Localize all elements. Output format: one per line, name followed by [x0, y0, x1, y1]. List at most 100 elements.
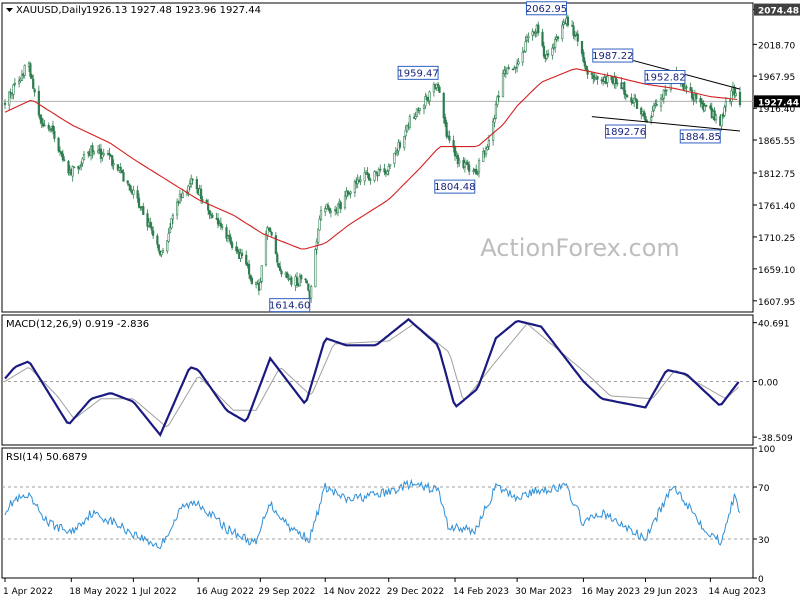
candle-body [554, 39, 557, 48]
annotation-label: 2062.95 [526, 4, 567, 15]
candle-body [576, 33, 579, 42]
top-price-label-box [754, 3, 800, 16]
candle-body [507, 67, 510, 70]
candle-body [264, 233, 268, 265]
candle-body [324, 208, 327, 213]
candle-body [580, 40, 584, 54]
annotation-box [644, 70, 686, 85]
annotation-box [397, 65, 439, 80]
candle-body [572, 25, 575, 36]
candle-body [91, 145, 94, 154]
candle-body [176, 201, 179, 216]
price-tick-label: 1967.95 [758, 73, 795, 83]
trendline [632, 59, 741, 90]
candle-body [12, 84, 15, 95]
candles [3, 14, 742, 305]
macd-tick-label: 0.00 [758, 378, 778, 388]
candle-body [304, 278, 307, 281]
candle-body [250, 277, 253, 284]
candle-body [517, 61, 520, 65]
candle-body [57, 137, 60, 152]
candle-body [3, 102, 7, 105]
date-tick-label: 30 Mar 2023 [515, 587, 572, 597]
annotation-box [604, 124, 646, 139]
candle-body [300, 275, 303, 280]
macd-tick-label: -38.509 [758, 434, 793, 444]
candle-body [160, 251, 163, 256]
candle-body [128, 183, 131, 186]
date-tick-label: 1 Jul 2022 [131, 587, 176, 597]
candle-body [13, 82, 16, 85]
date-tick-label: 14 Aug 2023 [708, 587, 766, 597]
rsi-tick-label: 0 [758, 575, 764, 585]
candle-body [298, 276, 301, 287]
candle-body [122, 172, 125, 182]
trendlines [591, 59, 741, 132]
candle-body [168, 227, 172, 233]
annotation-box [525, 1, 567, 16]
candle-body [492, 120, 495, 141]
candle-body [547, 53, 550, 56]
rsi-tick-label: 100 [758, 445, 775, 455]
candle-body [444, 116, 447, 124]
candle-body [277, 263, 280, 268]
date-tick-label: 14 Feb 2023 [453, 587, 509, 597]
candle-body [379, 168, 382, 171]
candle-body [310, 286, 313, 299]
candle-body [655, 104, 658, 106]
candle-body [501, 73, 505, 98]
candle-body [389, 164, 392, 167]
candle-body [228, 235, 231, 238]
date-tick-label: 29 Sep 2022 [258, 587, 315, 597]
candle-body [377, 168, 380, 177]
candle-body [318, 218, 321, 231]
rsi-lines [2, 478, 753, 550]
candle-body [205, 199, 208, 203]
candle-body [191, 179, 194, 181]
dropdown-triangle-icon[interactable] [6, 8, 13, 12]
candle-body [458, 160, 461, 164]
candle-body [111, 155, 114, 166]
current-price-label: 1927.44 [758, 98, 799, 108]
candle-body [730, 90, 733, 102]
candle-body [249, 274, 252, 280]
candle-body [516, 63, 519, 68]
candle-body [626, 95, 629, 98]
candle-body [47, 124, 50, 129]
candle-body [640, 107, 643, 115]
candle-body [404, 130, 407, 137]
main-panel-frame [1, 2, 754, 313]
annotation-box [269, 298, 311, 313]
price-tick-label: 2018.70 [758, 41, 795, 51]
candle-body [314, 249, 317, 288]
candle-body [41, 123, 45, 127]
candle-body [329, 211, 332, 213]
candle-body [108, 153, 111, 156]
candle-body [616, 82, 619, 85]
rsi-line [4, 478, 741, 550]
candle-body [685, 86, 688, 89]
annotation-label: 1959.47 [397, 68, 438, 79]
candle-body [527, 36, 530, 38]
candle-body [61, 153, 64, 160]
candle-body [373, 171, 376, 181]
candle-body [229, 237, 232, 244]
candle-body [695, 93, 698, 100]
candle-body [556, 36, 560, 39]
annotation-label: 1892.76 [605, 127, 646, 138]
candle-body [259, 281, 262, 291]
date-axis: 1 Apr 2022 18 May 2022 1 Jul 2022 16 Aug 20… [3, 578, 766, 597]
candle-body [157, 244, 160, 251]
candle-body [235, 246, 238, 252]
candle-body [393, 152, 396, 164]
candle-body [387, 166, 390, 171]
candle-body [635, 99, 639, 109]
candle-body [99, 148, 103, 159]
candle-body [270, 231, 273, 236]
candle-body [201, 199, 204, 201]
candle-body [82, 154, 86, 161]
candle-body [422, 104, 426, 110]
candle-body [97, 149, 100, 153]
candle-body [278, 266, 282, 271]
candle-body [63, 159, 66, 161]
